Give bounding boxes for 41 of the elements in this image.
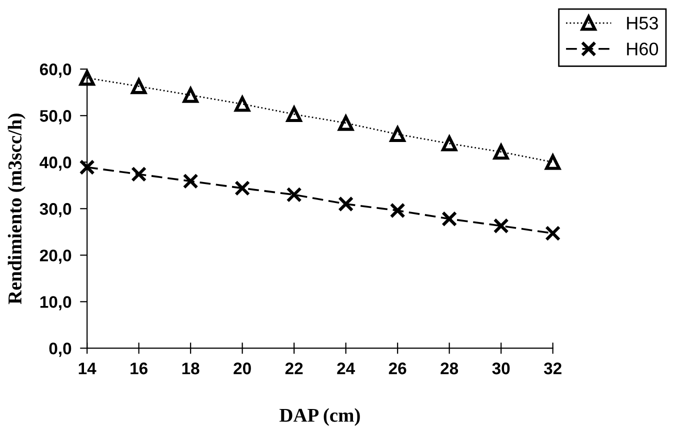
x-tick-label: 16 xyxy=(130,362,148,374)
point xyxy=(131,166,147,182)
point xyxy=(493,144,509,160)
point xyxy=(442,136,458,152)
y-tick-label: 10,0 xyxy=(40,296,72,310)
x-tick-label: 20 xyxy=(234,362,251,374)
x-tick-label: 32 xyxy=(544,362,562,374)
y-tick-label: 0,0 xyxy=(49,342,72,357)
point xyxy=(286,186,302,202)
x-tick-label: 26 xyxy=(388,362,406,374)
point xyxy=(338,196,354,212)
point xyxy=(234,180,250,196)
point xyxy=(286,106,302,122)
x-tick-label: 30 xyxy=(492,362,510,374)
legend-label: H60 xyxy=(627,42,658,56)
x-tick-label: 14 xyxy=(78,362,96,374)
x-axis-title: DAP (cm) xyxy=(280,408,360,426)
point xyxy=(390,202,406,218)
y-tick-label: 50,0 xyxy=(40,110,72,124)
x-tick-label: 24 xyxy=(337,362,356,374)
point xyxy=(182,87,198,103)
point xyxy=(338,115,354,131)
point xyxy=(182,173,198,189)
legend-label: H53 xyxy=(627,16,658,30)
point xyxy=(234,96,250,112)
y-tick-label: 60,0 xyxy=(40,64,72,78)
y-axis-title: Rendimiento (m3scc/h) xyxy=(8,114,26,304)
point xyxy=(442,211,458,227)
x-tick-label: 18 xyxy=(182,362,200,374)
y-tick-label: 20,0 xyxy=(40,250,72,264)
point xyxy=(493,218,509,234)
point xyxy=(79,70,95,86)
point xyxy=(79,159,95,176)
point xyxy=(131,78,147,94)
point xyxy=(545,154,561,170)
y-tick-label: 30,0 xyxy=(40,203,72,218)
point xyxy=(390,126,406,142)
x-tick-label: 28 xyxy=(440,362,458,374)
y-tick-label: 40,0 xyxy=(40,156,72,171)
point xyxy=(545,226,561,242)
x-tick-label: 22 xyxy=(285,362,303,374)
